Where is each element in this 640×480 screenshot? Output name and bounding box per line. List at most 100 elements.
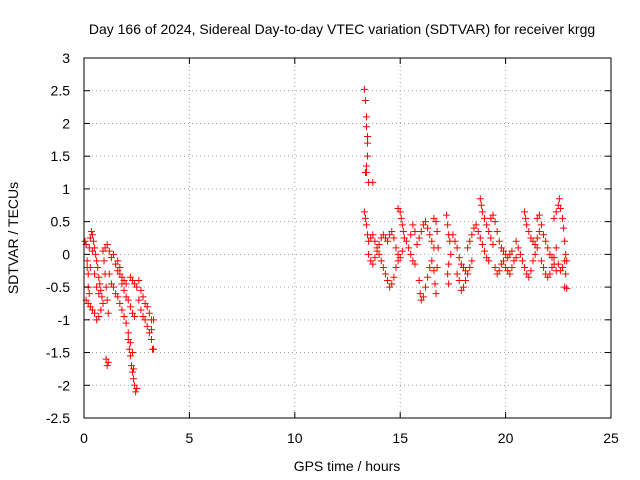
data-point — [388, 280, 396, 288]
data-point — [362, 123, 370, 131]
data-point — [362, 221, 370, 229]
data-point — [93, 257, 101, 265]
data-point — [426, 231, 434, 239]
data-point — [131, 313, 139, 321]
data-point — [390, 273, 398, 281]
data-point — [552, 244, 560, 252]
data-point — [472, 221, 480, 229]
data-point — [466, 237, 474, 245]
x-tick-label: 15 — [392, 430, 408, 446]
data-point — [98, 293, 106, 301]
data-point — [114, 293, 122, 301]
data-point — [120, 286, 128, 294]
data-point — [371, 254, 379, 262]
data-point — [413, 241, 421, 249]
data-point — [403, 237, 411, 245]
data-point — [381, 270, 389, 278]
data-point — [464, 270, 472, 278]
data-point — [364, 152, 372, 160]
data-point — [453, 270, 461, 278]
data-point — [464, 244, 472, 252]
data-point — [135, 296, 143, 304]
data-point — [95, 313, 103, 321]
x-tick-label: 5 — [186, 430, 194, 446]
data-point — [133, 283, 141, 291]
data-point — [508, 247, 516, 255]
data-point — [421, 218, 429, 226]
data-point — [428, 237, 436, 245]
data-point — [481, 214, 489, 222]
data-point — [97, 306, 105, 314]
data-point — [474, 227, 482, 235]
data-point — [521, 263, 529, 271]
data-points — [81, 85, 571, 396]
data-point — [453, 244, 461, 252]
x-axis-label: GPS time / hours — [294, 458, 401, 474]
x-tick-label: 0 — [80, 430, 88, 446]
data-point — [116, 299, 124, 307]
data-point — [105, 247, 113, 255]
data-point — [96, 280, 104, 288]
data-point — [537, 221, 545, 229]
data-point — [527, 267, 535, 275]
data-point — [491, 263, 499, 271]
data-point — [489, 211, 497, 219]
data-point — [415, 277, 423, 285]
data-point — [364, 139, 372, 147]
data-point — [523, 221, 531, 229]
y-tick-label: 0 — [62, 246, 70, 262]
data-point — [525, 227, 533, 235]
data-point — [384, 277, 392, 285]
data-point — [87, 227, 95, 235]
y-tick-label: -2 — [58, 377, 71, 393]
data-point — [137, 306, 145, 314]
data-point — [478, 208, 486, 216]
data-point — [409, 221, 417, 229]
data-point — [360, 85, 368, 93]
data-point — [95, 290, 103, 298]
data-point — [369, 260, 377, 268]
y-tick-label: 2.5 — [51, 83, 71, 99]
data-point — [91, 309, 99, 317]
data-point — [379, 263, 387, 271]
data-point — [94, 263, 102, 271]
data-point — [449, 231, 457, 239]
data-point — [377, 257, 385, 265]
data-point — [365, 250, 373, 258]
data-point — [369, 178, 377, 186]
data-point — [361, 97, 369, 105]
data-point — [145, 309, 153, 317]
data-point — [398, 221, 406, 229]
data-point — [110, 283, 118, 291]
data-point — [559, 214, 567, 222]
y-tick-label: -2.5 — [46, 410, 70, 426]
data-point — [390, 234, 398, 242]
data-point — [514, 244, 522, 252]
data-point — [533, 234, 541, 242]
data-point — [411, 260, 419, 268]
data-point — [518, 257, 526, 265]
data-point — [554, 260, 562, 268]
data-point — [462, 277, 470, 285]
data-point — [428, 257, 436, 265]
data-point — [561, 257, 569, 265]
x-tick-label: 25 — [603, 430, 619, 446]
data-point — [364, 133, 372, 141]
data-point — [132, 388, 140, 396]
data-point — [361, 214, 369, 222]
data-point — [562, 250, 570, 258]
data-point — [416, 290, 424, 298]
data-point — [451, 237, 459, 245]
y-tick-label: 1.5 — [51, 148, 71, 164]
data-point — [89, 237, 97, 245]
data-point — [421, 283, 429, 291]
data-point — [150, 316, 158, 324]
y-tick-label: 3 — [62, 50, 70, 66]
data-point — [512, 254, 520, 262]
data-point — [444, 221, 452, 229]
data-point — [135, 277, 143, 285]
data-point — [392, 244, 400, 252]
data-point — [455, 254, 463, 262]
data-point — [92, 250, 100, 258]
data-point — [562, 270, 570, 278]
